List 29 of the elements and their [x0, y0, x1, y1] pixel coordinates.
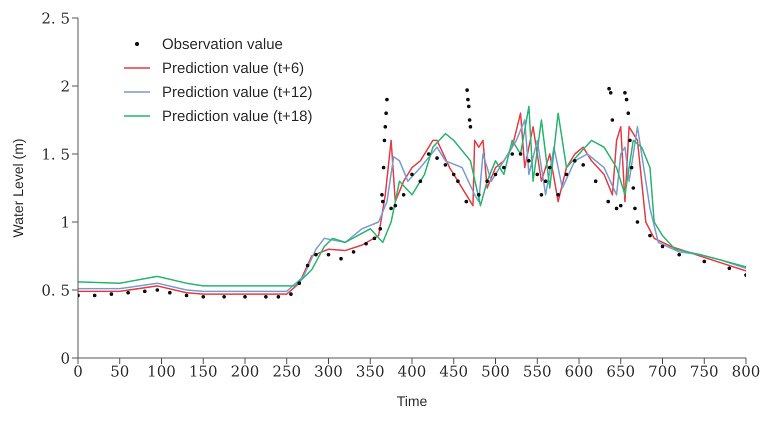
y-tick-label: 0. 5: [41, 281, 70, 300]
x-tick-label: 600: [564, 362, 594, 381]
legend-label: Prediction value (t+12): [162, 84, 312, 100]
x-tick-label: 650: [606, 362, 636, 381]
x-axis-title: Time: [396, 393, 428, 409]
y-tick-label: 1. 5: [41, 145, 70, 164]
legend-label: Prediction value (t+6): [162, 60, 304, 76]
y-tick-label: 2: [60, 77, 70, 96]
y-tick-label: 1: [60, 213, 70, 232]
legend-label: Observation value: [162, 36, 283, 52]
x-tick-label: 550: [522, 362, 552, 381]
x-tick-label: 100: [147, 362, 176, 381]
x-tick-label: 700: [648, 362, 677, 381]
x-tick-label: 50: [110, 362, 130, 381]
x-tick-label: 400: [398, 362, 426, 381]
x-tick-label: 500: [481, 362, 510, 381]
y-tick-label: 2. 5: [41, 9, 70, 28]
x-tick-label: 450: [439, 362, 468, 381]
legend-label: Prediction value (t+18): [162, 108, 312, 124]
x-tick-label: 350: [356, 362, 385, 381]
x-tick-label: 250: [272, 362, 302, 381]
x-tick-label: 750: [690, 362, 719, 381]
x-tick-label: 200: [230, 362, 260, 381]
x-tick-label: 800: [732, 362, 760, 381]
y-tick-label: 0: [60, 349, 70, 368]
x-tick-label: 300: [314, 362, 343, 381]
x-tick-label: 150: [188, 362, 218, 381]
y-axis-title: Water Level (m): [10, 138, 26, 238]
x-tick-label: 0: [73, 362, 83, 381]
